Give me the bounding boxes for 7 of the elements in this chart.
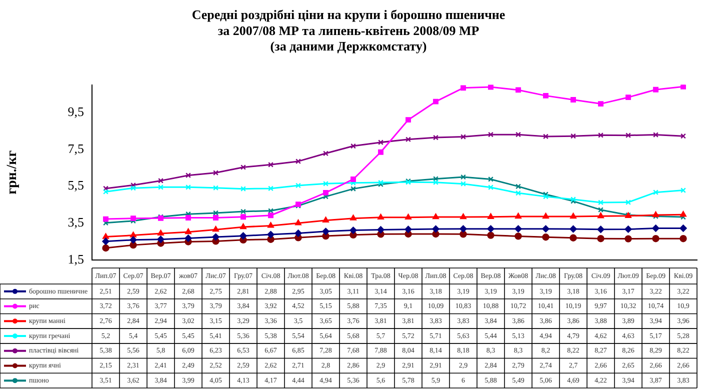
y-tick-label: 7,5 [68,140,84,156]
y-axis-title: грн./кг [5,150,20,194]
y-tick-label: 5,5 [68,178,84,193]
y-tick-label: 1,5 [68,251,84,266]
chart-title: Середні роздрібні ціни на крупи і борошно пшеничне за 2007/08 МР та липень-квітень 2008/09 МР (за даними Держкомстату) [192,7,506,54]
y-tick-label: 3,5 [68,214,84,230]
y-tick-label: 9,5 [68,104,84,119]
